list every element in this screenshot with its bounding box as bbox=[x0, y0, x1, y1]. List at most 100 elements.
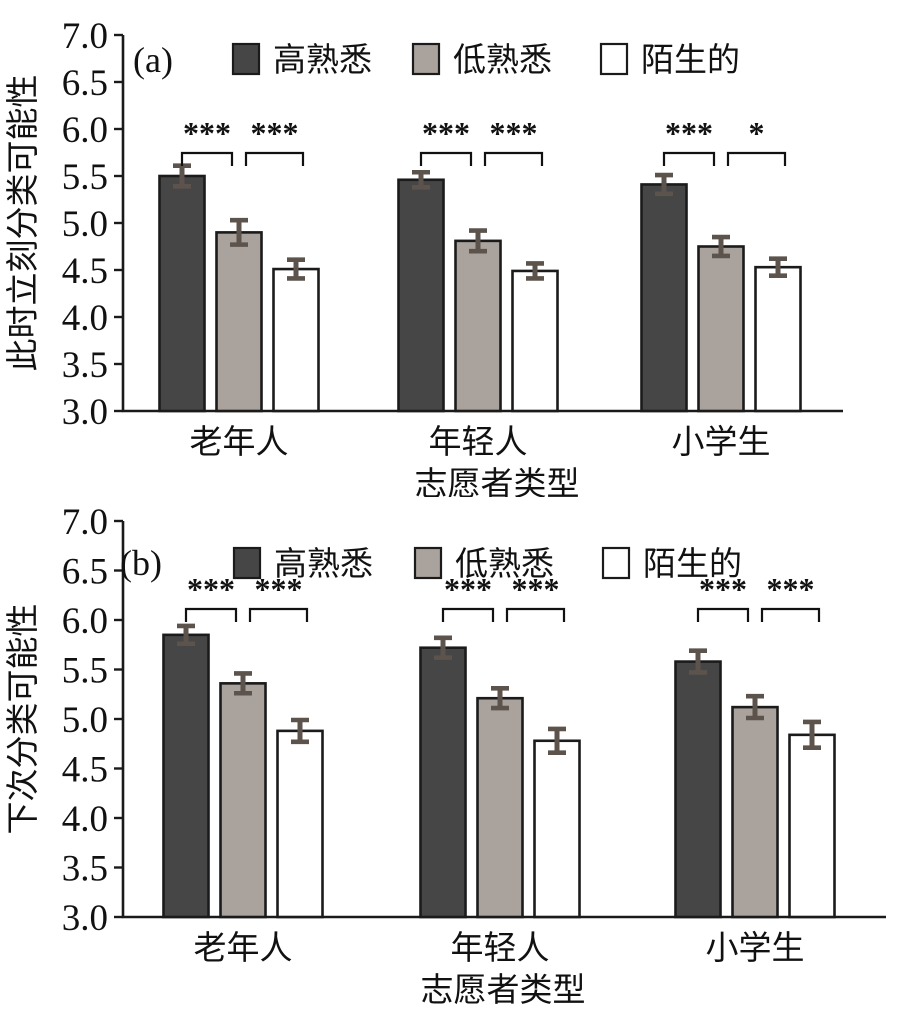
legend-label-low-familiar: 低熟悉 bbox=[455, 546, 554, 583]
y-tick-label: 6.5 bbox=[62, 63, 108, 104]
x-category-label-pupil: 小学生 bbox=[672, 424, 771, 461]
error-bar-low-familiar-pupil bbox=[712, 234, 730, 259]
legend-swatch-stranger bbox=[601, 546, 631, 580]
legend-swatch-low-familiar bbox=[413, 546, 443, 580]
legend-swatch-high-familiar bbox=[232, 546, 262, 580]
error-bar-low-familiar-pupil bbox=[746, 693, 764, 721]
error-bar-high-familiar-young bbox=[434, 635, 452, 660]
bar-high-familiar-young bbox=[397, 178, 445, 413]
bar-high-familiar-young bbox=[419, 646, 467, 919]
sig-stars-elderly-1: *** bbox=[255, 571, 303, 607]
panel-b: 7.0 6.5 6.0 5.5 5.0 4.5 4.0 3.5 3.0 (b) 高熟悉 低熟悉 陌生的 *… bbox=[0, 502, 917, 1019]
error-bar-stranger-pupil bbox=[803, 719, 821, 751]
sig-stars-pupil-0: *** bbox=[699, 571, 747, 607]
sig-bracket-elderly-1 bbox=[244, 151, 305, 166]
bar-low-familiar-pupil bbox=[697, 245, 745, 413]
sig-stars-young-1: *** bbox=[512, 571, 560, 607]
sig-stars-young-0: *** bbox=[422, 115, 470, 151]
sig-stars-elderly-0: *** bbox=[187, 571, 235, 607]
error-bar-stranger-young bbox=[526, 261, 544, 281]
legend-label-low-familiar: 低熟悉 bbox=[453, 42, 552, 79]
sig-bracket-elderly-1 bbox=[248, 607, 309, 622]
error-bar-stranger-pupil bbox=[769, 256, 787, 278]
error-bar-stranger-elderly bbox=[287, 257, 305, 281]
x-axis-title: 志愿者类型 bbox=[421, 972, 586, 1009]
panel-tag: (b) bbox=[120, 543, 162, 583]
y-tick-label: 6.0 bbox=[62, 601, 108, 642]
x-category-label-pupil: 小学生 bbox=[706, 930, 805, 967]
sig-bracket-elderly-0 bbox=[180, 151, 234, 166]
legend-label-stranger: 陌生的 bbox=[641, 42, 740, 79]
sig-bracket-young-0 bbox=[419, 151, 473, 166]
error-bar-stranger-young bbox=[548, 726, 566, 755]
y-tick-label: 7.0 bbox=[62, 16, 108, 57]
error-bar-low-familiar-young bbox=[469, 228, 487, 254]
error-bar-high-familiar-elderly bbox=[177, 623, 195, 647]
bar-high-familiar-elderly bbox=[162, 633, 210, 919]
error-bar-low-familiar-elderly bbox=[230, 217, 248, 247]
x-category-label-elderly: 老年人 bbox=[194, 930, 293, 967]
legend-swatch-low-familiar bbox=[411, 42, 441, 76]
x-category-label-young: 年轻人 bbox=[451, 930, 550, 967]
legend-label-stranger: 陌生的 bbox=[643, 546, 742, 583]
bar-low-familiar-young bbox=[476, 696, 524, 919]
bar-low-familiar-elderly bbox=[215, 231, 263, 413]
bar-high-familiar-pupil bbox=[640, 183, 688, 413]
error-bar-high-familiar-young bbox=[412, 169, 430, 190]
legend-label-high-familiar: 高熟悉 bbox=[274, 546, 373, 583]
panel-a-chart: 7.06.56.05.55.04.54.03.53.0(a) 高熟悉 低熟悉 陌生的*… bbox=[5, 16, 843, 503]
y-tick-label: 3.5 bbox=[62, 849, 108, 890]
y-tick-label: 5.5 bbox=[62, 651, 108, 692]
sig-bracket-young-0 bbox=[441, 607, 495, 622]
sig-bracket-young-1 bbox=[483, 151, 544, 166]
x-category-label-young: 年轻人 bbox=[429, 424, 528, 461]
x-category-label-elderly: 老年人 bbox=[190, 424, 289, 461]
bar-stranger-elderly bbox=[272, 267, 320, 413]
bar-stranger-pupil bbox=[788, 733, 836, 919]
y-axis-title: 下次分类可能性 bbox=[5, 604, 42, 835]
sig-stars-young-0: *** bbox=[444, 571, 492, 607]
y-tick-label: 4.5 bbox=[62, 750, 108, 791]
legend-swatch-high-familiar bbox=[231, 42, 261, 76]
sig-stars-elderly-1: *** bbox=[251, 115, 299, 151]
bar-stranger-pupil bbox=[754, 265, 802, 413]
sig-stars-pupil-1: * bbox=[749, 115, 765, 151]
sig-bracket-pupil-0 bbox=[696, 607, 750, 622]
y-tick-label: 3.0 bbox=[62, 898, 108, 939]
sig-bracket-young-1 bbox=[505, 607, 566, 622]
bar-high-familiar-elderly bbox=[158, 174, 206, 413]
y-tick-label: 4.0 bbox=[62, 799, 108, 840]
y-tick-label: 4.5 bbox=[62, 251, 108, 292]
y-tick-label: 5.5 bbox=[62, 157, 108, 198]
sig-bracket-pupil-0 bbox=[662, 151, 716, 166]
sig-bracket-pupil-1 bbox=[726, 151, 787, 166]
sig-bracket-elderly-0 bbox=[184, 607, 238, 622]
sig-stars-pupil-0: *** bbox=[665, 115, 713, 151]
sig-stars-young-1: *** bbox=[490, 115, 538, 151]
y-tick-label: 3.5 bbox=[62, 345, 108, 386]
bar-stranger-young bbox=[511, 269, 559, 413]
sig-stars-elderly-0: *** bbox=[183, 115, 231, 151]
error-bar-high-familiar-pupil bbox=[655, 172, 673, 197]
bar-low-familiar-elderly bbox=[219, 682, 267, 919]
y-tick-label: 3.0 bbox=[62, 392, 108, 433]
y-axis-title: 此时立刻分类可能性 bbox=[5, 75, 42, 372]
y-tick-label: 6.5 bbox=[62, 552, 108, 593]
y-tick-label: 5.0 bbox=[62, 700, 108, 741]
x-axis-title: 志愿者类型 bbox=[415, 466, 580, 497]
y-tick-label: 7.0 bbox=[62, 502, 108, 543]
bar-high-familiar-pupil bbox=[674, 660, 722, 919]
bar-stranger-young bbox=[533, 739, 581, 919]
y-tick-label: 5.0 bbox=[62, 204, 108, 245]
bar-stranger-elderly bbox=[276, 729, 324, 919]
error-bar-high-familiar-pupil bbox=[689, 648, 707, 675]
legend-label-high-familiar: 高熟悉 bbox=[273, 42, 372, 79]
bar-low-familiar-pupil bbox=[731, 705, 779, 919]
panel-tag: (a) bbox=[133, 40, 173, 80]
panel-a: 7.0 6.5 6.0 5.5 5.0 4.5 4.0 3.5 3.0 (a) 高熟悉 低熟悉 陌生的 *… bbox=[0, 0, 917, 503]
bar-low-familiar-young bbox=[454, 239, 502, 413]
y-tick-label: 4.0 bbox=[62, 298, 108, 339]
y-tick-label: 6.0 bbox=[62, 110, 108, 151]
legend-swatch-stranger bbox=[599, 42, 629, 76]
